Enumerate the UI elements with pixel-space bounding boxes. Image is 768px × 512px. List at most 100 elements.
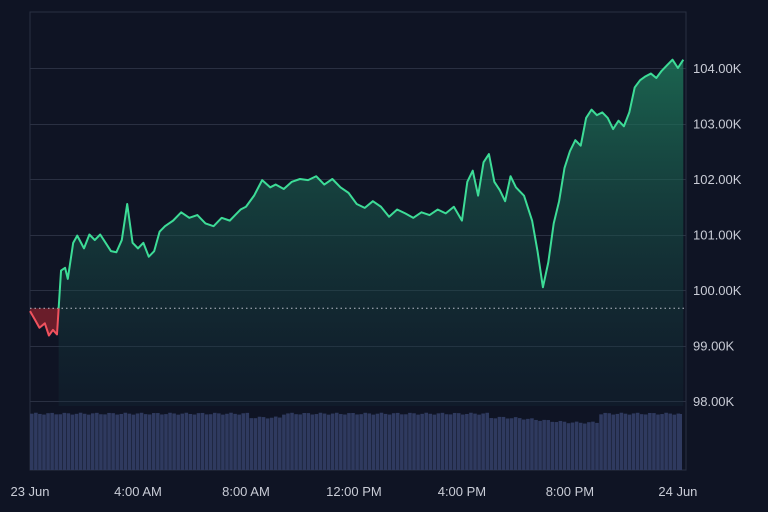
y-tick-label: 104.00K [693,61,742,76]
volume-bar [436,413,441,470]
volume-bar [241,413,246,470]
volume-bar [473,413,477,470]
volume-bar [395,412,400,470]
volume-bar [379,412,384,470]
volume-bar [668,413,672,470]
volume-bar [46,413,50,470]
volume-bar [676,413,681,470]
volume-bar [62,412,67,470]
volume-bar [294,414,298,470]
volume-bar [522,419,526,470]
volume-bar [123,412,128,470]
volume-bar [631,413,636,470]
volume-bar [391,413,396,470]
volume-bar [347,413,351,470]
volume-bar [66,413,71,470]
volume-bar [245,412,250,470]
volume-bar [493,418,498,470]
volume-bar [578,422,583,470]
volume-bar [542,419,546,470]
volume-bar [78,412,83,470]
volume-bar [82,413,87,470]
volume-bar [432,414,437,470]
volume-bar [168,412,172,470]
volume-bar [208,414,213,470]
volume-bar [164,414,168,470]
volume-bar [282,414,286,470]
volume-bar [554,422,559,470]
y-tick-label: 98.00K [693,394,735,409]
volume-bar [225,413,229,470]
volume-bar [570,422,575,470]
volume-bar [107,412,111,470]
y-tick-label: 103.00K [693,117,742,132]
volume-bar [448,414,453,470]
volume-bar [355,414,359,470]
volume-bar [603,412,607,470]
volume-bar [639,414,644,470]
volume-bar [660,414,664,470]
volume-bar [375,413,380,470]
volume-bar [611,414,616,470]
volume-bar [501,416,506,470]
volume-bar [34,412,38,470]
volume-bar [404,414,408,470]
volume-bar [143,414,148,470]
volume-bar [221,414,225,470]
volume-bar [420,413,424,470]
volume-bar [103,414,107,470]
volume-bar [257,416,262,470]
volume-bar [278,417,282,470]
volume-bar [151,413,156,470]
volume-bar [648,413,652,470]
volume-bar [497,416,502,470]
volume-bar [253,418,258,470]
volume-bars [30,412,682,470]
volume-bar [90,413,95,470]
volume-bar [127,413,132,470]
volume-bar [444,414,449,470]
volume-bar [481,413,485,470]
volume-bar [172,413,176,470]
volume-bar [615,413,620,470]
volume-bar [192,414,197,470]
volume-bar [184,412,189,470]
volume-bar [587,422,591,470]
volume-bar [212,412,217,470]
volume-bar [74,413,79,470]
y-tick-label: 102.00K [693,172,742,187]
volume-bar [38,413,42,470]
volume-bar [400,414,404,470]
volume-bar [546,420,550,470]
volume-bar [217,413,221,470]
volume-bar [538,420,542,470]
volume-bar [334,412,339,470]
volume-bar [233,413,237,470]
volume-bar [229,412,233,470]
volume-bar [318,412,323,470]
volume-bar [456,413,461,470]
x-axis-labels: 23 Jun 4:00 AM 8:00 AM 12:00 PM 4:00 PM 8:00 … [10,484,697,499]
volume-bar [623,413,628,470]
volume-bar [339,414,343,470]
volume-bar [416,414,420,470]
volume-bar [371,414,376,470]
volume-bar [176,414,180,470]
volume-bar [477,414,481,470]
volume-bar [95,412,99,470]
volume-bar [302,412,307,470]
volume-bar [558,420,563,470]
volume-bar [672,414,677,470]
volume-bar [326,414,331,470]
volume-bar [322,413,327,470]
volume-bar [526,418,530,470]
y-axis-labels: 98.00K 99.00K 100.00K 101.00K 102.00K 103.00K… [693,61,742,409]
volume-bar [485,412,489,470]
volume-bar [412,413,416,470]
volume-bar [534,419,538,470]
volume-bar [86,414,91,470]
volume-bar [656,414,660,470]
volume-bar [135,413,140,470]
volume-bar [58,414,63,470]
volume-bar [54,414,58,470]
